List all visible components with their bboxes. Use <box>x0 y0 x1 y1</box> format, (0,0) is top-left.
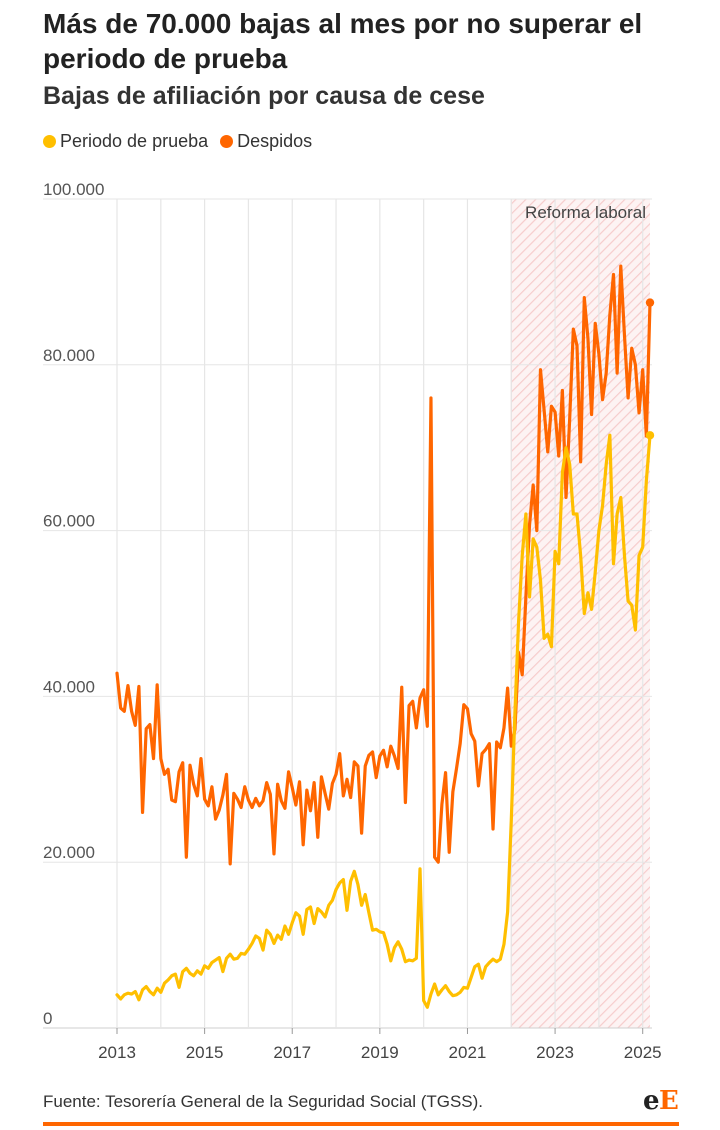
brand-logo-e: e <box>643 1086 660 1115</box>
brand-logo-E: E <box>659 1086 679 1115</box>
x-tick-label: 2015 <box>186 1043 224 1062</box>
x-tick-label: 2013 <box>98 1043 136 1062</box>
legend-swatch-despidos <box>220 135 234 148</box>
x-tick-label: 2021 <box>449 1043 487 1062</box>
y-tick-label: 20.000 <box>43 843 95 862</box>
legend-item-periodo: Periodo de prueba <box>43 131 208 152</box>
chart-title: Más de 70.000 bajas al mes por no supera… <box>43 8 643 74</box>
series-line-periodo <box>115 433 652 1009</box>
x-tick-label: 2025 <box>624 1043 662 1062</box>
y-tick-label: 40.000 <box>43 677 95 696</box>
y-tick-label: 100.000 <box>43 180 104 199</box>
series-line-despidos <box>115 264 652 866</box>
legend-label-periodo: Periodo de prueba <box>60 131 209 151</box>
series-endpoint-despidos <box>645 298 655 307</box>
y-tick-label: 0 <box>43 1009 52 1028</box>
y-tick-label: 60.000 <box>43 512 95 531</box>
line-chart: 0 20.000 40.000 60.000 80.000 100.000 2013 2015… <box>43 180 662 1062</box>
legend: Periodo de prueba Despidos <box>43 131 312 152</box>
reforma-label: Reforma laboral <box>525 203 646 222</box>
source-note: Fuente: Tesorería General de la Segurida… <box>43 1092 484 1111</box>
x-tick-label: 2017 <box>273 1043 311 1062</box>
series-endpoint-periodo <box>645 431 655 440</box>
legend-label-despidos: Despidos <box>237 131 313 151</box>
legend-item-despidos: Despidos <box>220 131 312 152</box>
legend-swatch-periodo <box>43 135 56 148</box>
chart-subtitle: Bajas de afiliación por causa de cese <box>43 82 485 110</box>
bottom-rule <box>43 1122 679 1126</box>
reforma-band <box>511 199 650 1028</box>
x-tick-label: 2023 <box>536 1043 574 1062</box>
y-tick-label: 80.000 <box>43 346 95 365</box>
brand-logo: e E <box>643 1086 679 1115</box>
x-tick-label: 2019 <box>361 1043 399 1062</box>
